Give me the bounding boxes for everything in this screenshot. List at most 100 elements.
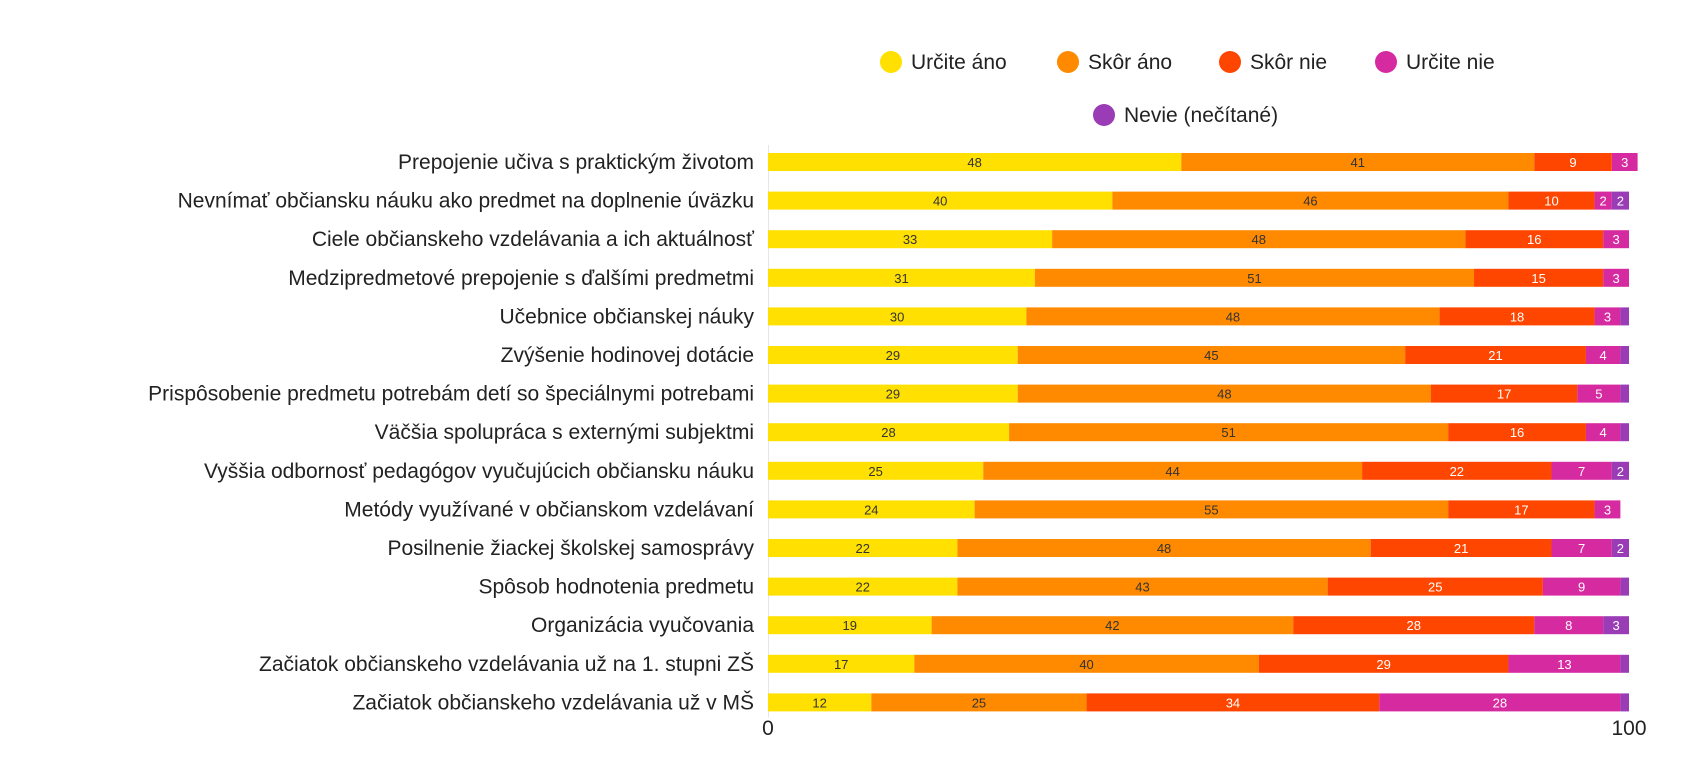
bar-segment: [1448, 423, 1586, 442]
bar-segment: [957, 539, 1371, 557]
bar-segment: [1293, 616, 1535, 635]
bar-segment: [1465, 230, 1604, 249]
bar-segment: [1009, 423, 1449, 442]
bar-segment: [1017, 346, 1406, 364]
bar-segment: [1603, 268, 1629, 287]
data-label: 46: [1303, 194, 1317, 209]
data-label: 12: [812, 695, 826, 710]
bar-segment: [768, 230, 1053, 249]
bar-segment: [1508, 191, 1595, 210]
x-tick-label: 100: [1611, 717, 1646, 740]
bar-segment: [1611, 191, 1629, 210]
bar-segment: [1534, 153, 1612, 171]
category-label: Začiatok občianskeho vzdelávania už v MŠ: [352, 691, 754, 714]
bar-segment: [974, 500, 1449, 519]
bar-row: 31 51 15 3: [768, 268, 1629, 287]
bar-segment: [768, 461, 984, 480]
data-label: 29: [1376, 657, 1390, 672]
bar-segment: [1551, 539, 1612, 557]
data-label: 3: [1612, 232, 1619, 247]
category-label: Prispôsobenie predmetu potrebám detí so …: [148, 383, 754, 406]
data-label: 51: [1221, 425, 1235, 440]
bar-row: 40 46 10 2 2: [768, 191, 1629, 210]
bar-segment: [1603, 616, 1629, 635]
data-label: 44: [1165, 464, 1179, 479]
bar-segment: [1594, 500, 1621, 519]
bar-segment: [957, 577, 1328, 596]
chart-legend: Určite áno Skôr áno Skôr nie Určite nie Nevi…: [880, 51, 1495, 127]
bar-segment: [1026, 307, 1440, 326]
bar-row: 28 51 16 4: [768, 423, 1629, 442]
legend-label: Určite áno: [911, 51, 1007, 74]
bar-segment: [768, 307, 1027, 326]
bar-segment: [1112, 191, 1509, 210]
bar-segment: [768, 539, 958, 557]
data-label: 3: [1604, 309, 1611, 324]
bar-segment: [768, 346, 1018, 364]
data-label: 31: [894, 271, 908, 286]
bar-segment: [1611, 539, 1629, 557]
category-label: Väčšia spolupráca s externými subjektmi: [375, 421, 754, 444]
data-label: 3: [1604, 502, 1611, 517]
x-tick-label: 0: [762, 717, 774, 740]
data-label: 22: [1450, 464, 1464, 479]
data-label: 17: [1514, 502, 1528, 517]
category-label: Posilnenie žiackej školskej samosprávy: [388, 537, 755, 560]
bar-segment: [1474, 268, 1604, 287]
data-label: 45: [1204, 348, 1218, 363]
bar-segment: [1362, 461, 1552, 480]
bar-segment: [1534, 616, 1604, 635]
data-label: 17: [834, 657, 848, 672]
data-label: 17: [1497, 387, 1511, 402]
bar-segment: [1086, 693, 1380, 712]
legend-item: Nevie (nečítané): [1093, 104, 1278, 127]
data-label: 30: [890, 309, 904, 324]
category-label: Ciele občianskeho vzdelávania a ich aktu…: [312, 228, 755, 251]
data-label: 28: [1407, 618, 1421, 633]
bar-segment: [1551, 461, 1612, 480]
data-label: 2: [1617, 194, 1624, 209]
bar-segment: [768, 577, 958, 596]
bar-segment: [768, 693, 872, 712]
data-label: 25: [1428, 580, 1442, 595]
legend-label: Nevie (nečítané): [1124, 104, 1278, 127]
bar-segment: [871, 693, 1087, 712]
data-label: 34: [1226, 695, 1240, 710]
data-label: 3: [1621, 155, 1628, 170]
bar-segment: [1052, 230, 1466, 249]
bar-row: 33 48 16 3: [768, 230, 1629, 249]
bar-segment: [1448, 500, 1595, 519]
data-label: 24: [864, 502, 878, 517]
legend-label: Skôr nie: [1250, 51, 1327, 74]
bar-segment: [1508, 654, 1621, 673]
bar-segment: [1181, 153, 1535, 171]
bar-segment: [1542, 577, 1621, 596]
bar-segment: [768, 423, 1010, 442]
data-label: 21: [1454, 541, 1468, 556]
legend-swatch: [880, 51, 902, 73]
bar-segment: [768, 616, 932, 635]
data-label: 29: [886, 348, 900, 363]
category-label: Nevnímať občiansku náuku ako predmet na …: [178, 190, 754, 213]
data-label: 3: [1612, 618, 1619, 633]
data-label: 28: [1493, 695, 1507, 710]
data-label: 10: [1544, 194, 1558, 209]
bar-segment: [1370, 539, 1552, 557]
data-label: 7: [1578, 464, 1585, 479]
category-label: Učebnice občianskej náuky: [500, 305, 755, 328]
bar-segment: [1439, 307, 1595, 326]
data-label: 19: [843, 618, 857, 633]
bar-row: 29 48 17 5: [768, 384, 1629, 403]
bar-row: 48 41 9 3: [768, 153, 1638, 171]
data-label: 2: [1617, 541, 1624, 556]
data-label: 41: [1351, 155, 1365, 170]
data-label: 22: [855, 580, 869, 595]
data-label: 2: [1600, 194, 1607, 209]
category-labels: Prepojenie učiva s praktickým životom Nev…: [148, 151, 755, 714]
bar-segment: [931, 616, 1294, 635]
bar-segment: [1034, 268, 1475, 287]
data-label: 28: [881, 425, 895, 440]
bar-segment: [1620, 307, 1629, 326]
data-label: 25: [868, 464, 882, 479]
bar-segment: [1577, 384, 1621, 403]
